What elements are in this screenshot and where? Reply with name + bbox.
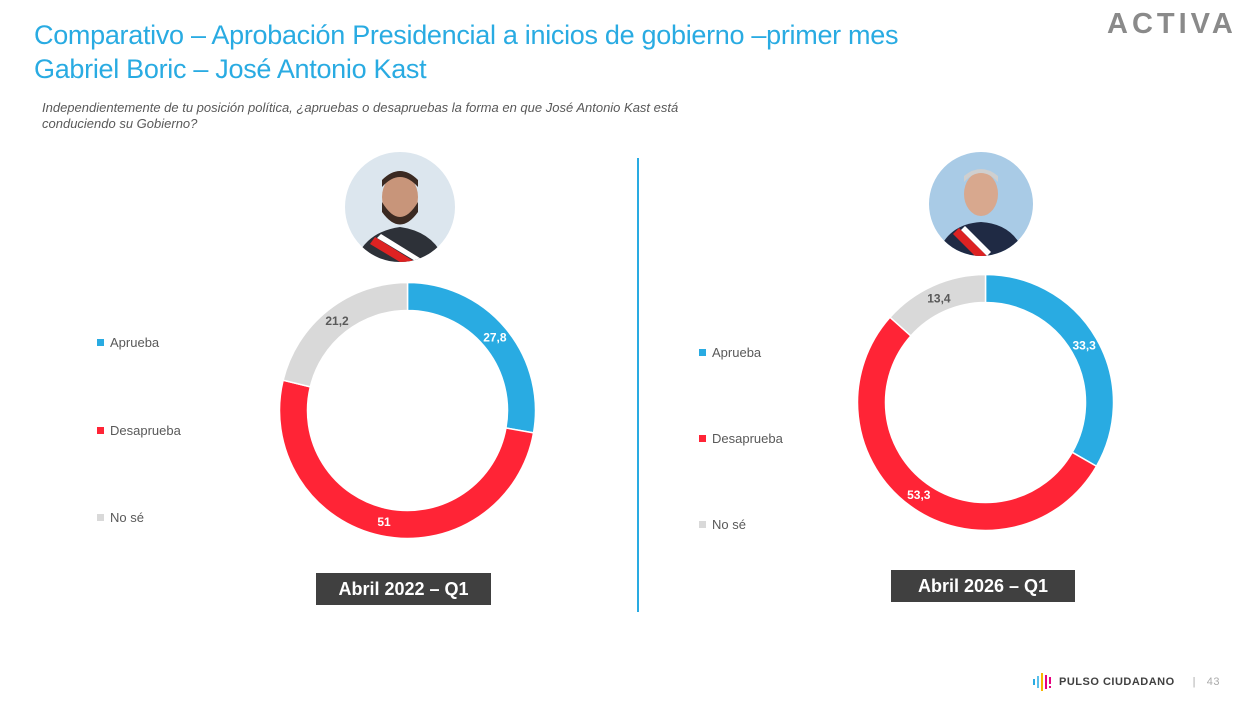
legend-label: No sé [712, 517, 746, 532]
donut-chart-2022: 27,8 51 21,2 [278, 281, 537, 540]
legend-nose-left: No sé [97, 510, 144, 525]
donut-slice-no-se [282, 281, 409, 388]
divider [637, 158, 639, 612]
legend-desaprueba-left: Desaprueba [97, 423, 181, 438]
donut-slice-desaprueba [856, 316, 1098, 532]
page-number: | 43 [1192, 676, 1220, 688]
footer: PULSO CIUDADANO | 43 [1033, 673, 1220, 691]
data-label: 33,3 [1072, 338, 1096, 352]
legend-swatch [699, 435, 706, 442]
period-banner-2026: Abril 2026 – Q1 [891, 570, 1075, 602]
title-line-2: Gabriel Boric – José Antonio Kast [34, 54, 427, 84]
legend-swatch [699, 349, 706, 356]
data-label: 51 [377, 515, 391, 529]
donut-slice-aprueba [406, 281, 537, 434]
legend-swatch [97, 339, 104, 346]
survey-question: Independientemente de tu posición políti… [42, 100, 679, 131]
legend-swatch [699, 521, 706, 528]
kast-photo [929, 152, 1033, 256]
page-title: Comparativo – Aprobación Presidencial a … [34, 18, 898, 86]
legend-aprueba-right: Aprueba [699, 345, 761, 360]
legend-nose-right: No sé [699, 517, 746, 532]
legend-desaprueba-right: Desaprueba [699, 431, 783, 446]
page-number-value: 43 [1206, 676, 1220, 688]
legend-label: Aprueba [712, 345, 762, 360]
donut-slice-aprueba [984, 273, 1115, 468]
legend-label: Desaprueba [712, 431, 783, 446]
legend-label: Aprueba [110, 335, 160, 350]
data-label: 13,4 [927, 291, 951, 305]
donut-slice-desaprueba [278, 379, 535, 540]
data-label: 53,3 [907, 488, 931, 502]
legend-label: Desaprueba [110, 423, 181, 438]
title-line-1: Comparativo – Aprobación Presidencial a … [34, 20, 899, 50]
legend-swatch [97, 427, 104, 434]
data-label: 27,8 [483, 330, 507, 344]
donut-slice-no-se [888, 273, 987, 337]
legend-label: No sé [110, 510, 144, 525]
footer-brand: PULSO CIUDADANO [1059, 676, 1175, 688]
boric-photo [345, 152, 455, 262]
period-banner-2022: Abril 2022 – Q1 [316, 573, 491, 605]
legend-swatch [97, 514, 104, 521]
legend-aprueba-left: Aprueba [97, 335, 159, 350]
data-label: 21,2 [325, 314, 349, 328]
pulso-ciudadano-logo-icon [1033, 673, 1051, 691]
activa-logo: ACTIVA [1107, 8, 1237, 40]
donut-chart-2026: 33,3 53,3 13,4 [856, 273, 1115, 532]
